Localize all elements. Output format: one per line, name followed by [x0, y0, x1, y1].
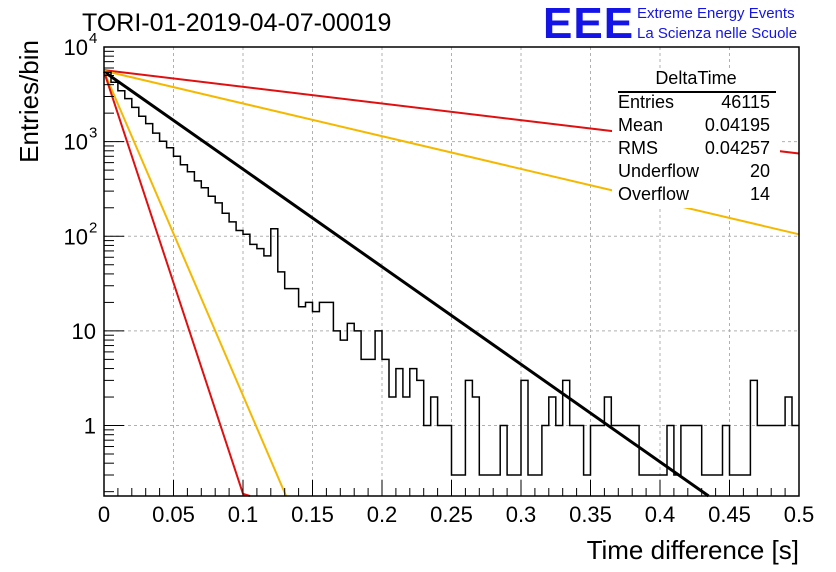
stats-key: RMS	[618, 138, 658, 158]
stats-value: 20	[749, 161, 770, 181]
stats-row-underflow: Underflow 20	[618, 161, 770, 184]
x-tick-label: 0	[98, 502, 110, 527]
x-tick-label: 0.15	[291, 502, 334, 527]
x-tick-label: 0.3	[506, 502, 537, 527]
y-tick-label: 10	[64, 35, 88, 60]
stats-box: DeltaTime Entries 46115 Mean 0.04195 RMS…	[612, 68, 780, 208]
stats-row-overflow: Overflow 14	[618, 184, 770, 207]
axis-ticks	[103, 46, 800, 496]
x-tick-label: 0.45	[708, 502, 751, 527]
x-tick-label: 0.05	[152, 502, 195, 527]
stats-value: 0.04257	[704, 138, 770, 158]
stats-row-entries: Entries 46115	[618, 92, 770, 115]
x-tick-label: 0.25	[430, 502, 473, 527]
series-line-4	[103, 71, 251, 497]
histogram	[104, 71, 799, 476]
stats-row-rms: RMS 0.04257	[618, 138, 770, 161]
y-tick-label: 10	[64, 130, 88, 155]
stats-title: DeltaTime	[655, 68, 737, 88]
stats-key: Entries	[618, 92, 675, 112]
x-tick-label: 0.5	[784, 502, 815, 527]
stats-divider	[618, 91, 776, 93]
x-tick-label: 0.2	[367, 502, 398, 527]
x-tick-label: 0.1	[228, 502, 259, 527]
stats-key: Underflow	[618, 161, 700, 181]
x-axis-title: Time difference [s]	[587, 535, 799, 565]
stats-row-mean: Mean 0.04195	[618, 115, 770, 138]
stats-value: 0.04195	[704, 115, 770, 135]
stats-value: 46115	[721, 92, 770, 112]
stats-value: 14	[749, 184, 770, 204]
y-tick-label: 1	[84, 414, 96, 439]
y-tick-label: 10	[64, 224, 88, 249]
y-tick-exponent: 4	[89, 30, 97, 47]
stats-key: Overflow	[618, 184, 690, 204]
y-tick-exponent: 3	[89, 125, 97, 142]
x-tick-label: 0.4	[645, 502, 676, 527]
histogram-steps	[104, 71, 799, 476]
series-line-3	[103, 71, 288, 497]
y-tick-exponent: 2	[89, 219, 97, 236]
axis-labels: 0 0.05 0.1 0.15 0.2 0.25 0.3 0.35 0.4 0.45 0.5 1 10 1…	[14, 30, 814, 565]
y-tick-label: 10	[72, 319, 96, 344]
stats-key: Mean	[618, 115, 664, 135]
y-axis-title: Entries/bin	[14, 40, 44, 163]
logo-subtitle-2: La Scienza nelle Scuole	[637, 25, 798, 42]
series-line-0	[103, 70, 710, 498]
eee-logo: EEE	[543, 0, 635, 48]
run-title: TORI-01-2019-04-07-00019	[82, 9, 392, 37]
x-tick-label: 0.35	[569, 502, 612, 527]
logo-subtitle-1: Extreme Energy Events	[637, 5, 795, 22]
